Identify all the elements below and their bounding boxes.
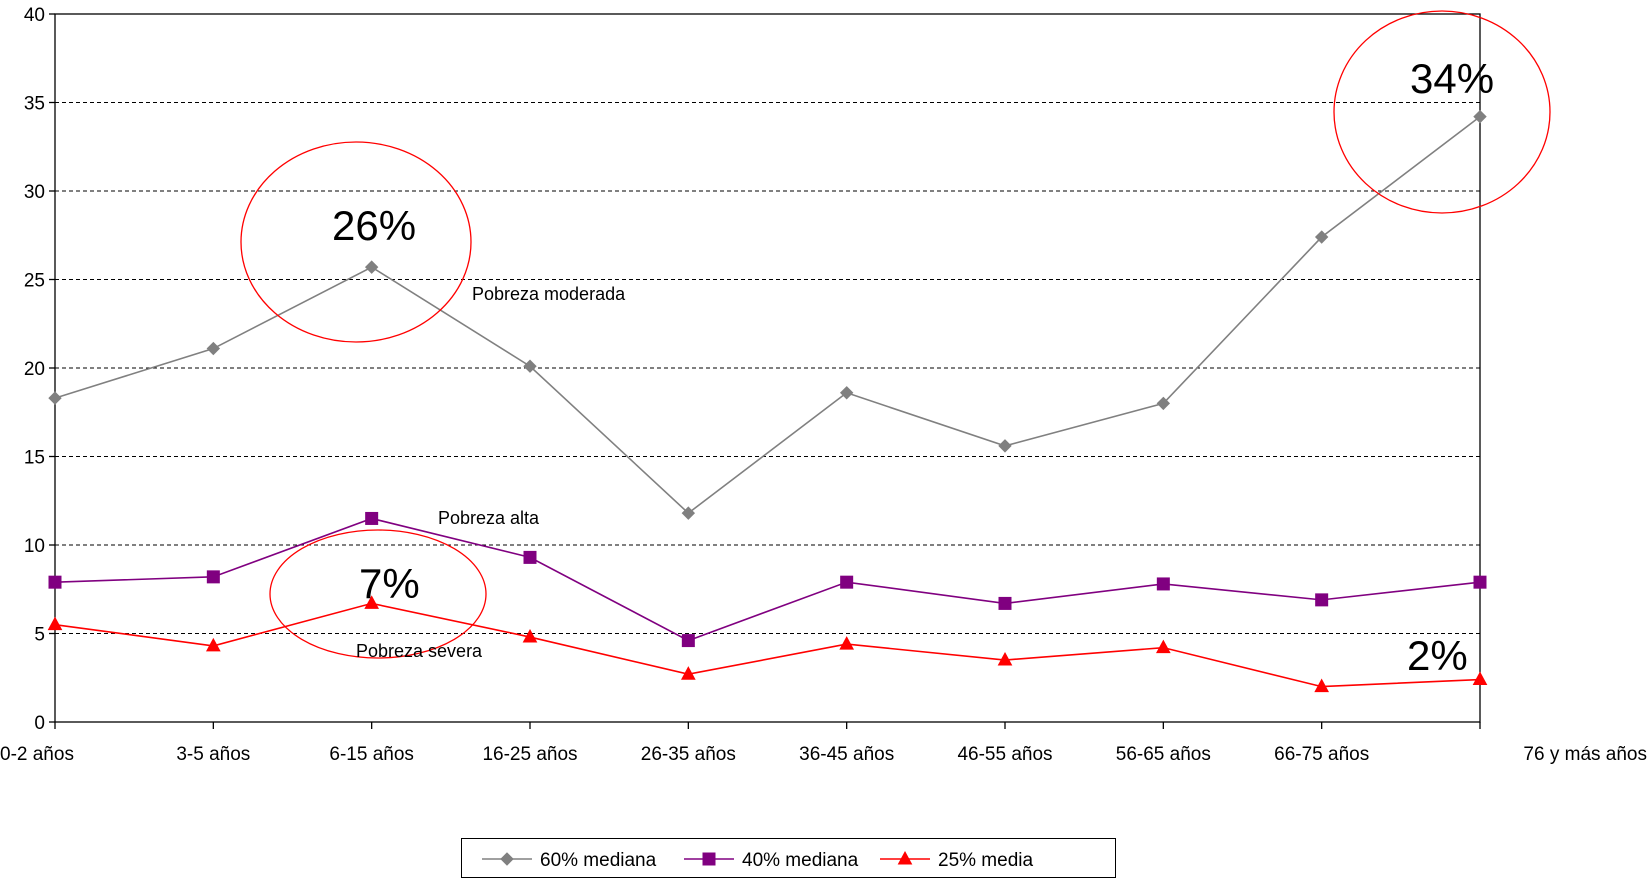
annotations: Pobreza moderada Pobreza alta Pobreza seve… <box>240 10 1551 679</box>
data-point <box>205 637 221 652</box>
x-tick-label: 6-15 años <box>329 744 414 765</box>
data-point <box>48 575 62 589</box>
series-line <box>54 602 1481 688</box>
data-point <box>839 386 854 400</box>
x-tick-label: 46-55 años <box>957 744 1052 765</box>
data-point <box>1155 639 1171 654</box>
y-tick-label: 35 <box>24 94 45 115</box>
data-point <box>840 575 854 589</box>
x-tick-label: 16-25 años <box>482 744 577 765</box>
data-point <box>364 260 379 274</box>
data-point <box>523 359 537 373</box>
series-60-mediana <box>48 109 1487 520</box>
data-point <box>1314 230 1329 244</box>
highlight-ellipse-7 <box>269 529 487 659</box>
highlight-percent-label: 34% <box>1410 55 1494 102</box>
data-point <box>206 570 220 584</box>
data-point <box>839 636 855 650</box>
data-point <box>47 616 63 631</box>
x-tick-label: 36-45 años <box>799 744 894 765</box>
series-group <box>47 109 1488 693</box>
highlight-percent-label: 2% <box>1407 632 1468 679</box>
data-point <box>681 634 695 648</box>
data-point <box>681 506 696 520</box>
data-point <box>998 596 1012 610</box>
series-annotation-label: Pobreza alta <box>438 508 540 528</box>
gridlines <box>55 102 1480 634</box>
data-point <box>998 439 1012 453</box>
series-25-media <box>47 595 1488 693</box>
y-tick-label: 40 <box>24 5 45 26</box>
data-point <box>1315 593 1329 607</box>
y-tick-label: 30 <box>24 182 45 203</box>
highlight-percent-label: 26% <box>332 202 416 249</box>
data-point <box>1472 671 1488 686</box>
x-tick-label: 56-65 años <box>1116 744 1211 765</box>
y-tick-label: 25 <box>24 271 45 292</box>
x-tick-label: 3-5 años <box>176 744 250 765</box>
data-point <box>206 341 221 356</box>
y-tick-label: 5 <box>34 625 45 646</box>
series-annotation-label: Pobreza severa <box>356 641 483 661</box>
data-point <box>364 595 380 609</box>
data-point <box>1473 575 1487 589</box>
legend-label: 60% mediana <box>540 850 657 871</box>
y-tick-label: 15 <box>24 448 45 469</box>
data-point <box>48 391 62 405</box>
data-point <box>1156 396 1171 411</box>
data-point <box>680 666 696 680</box>
legend-label: 25% media <box>938 850 1033 871</box>
data-point <box>1473 109 1487 124</box>
data-point <box>1314 678 1330 693</box>
data-point <box>365 511 379 525</box>
legend-marker <box>897 850 913 865</box>
legend-marker <box>500 852 514 866</box>
series-annotation-label: Pobreza moderada <box>472 284 626 304</box>
series-40-mediana <box>48 511 1487 648</box>
legend-marker <box>702 852 716 866</box>
y-tick-labels: 0 5 10 15 20 25 30 35 40 <box>24 5 45 734</box>
x-tick-label: 26-35 años <box>641 744 736 765</box>
x-tick-label: 66-75 años <box>1274 744 1369 765</box>
highlight-ellipse-26 <box>240 141 472 343</box>
highlight-percent-label: 7% <box>359 560 420 607</box>
y-tick-label: 20 <box>24 359 45 380</box>
series-line <box>54 517 1481 642</box>
x-tick-label: 0-2 años <box>0 744 74 765</box>
data-point <box>522 628 538 643</box>
axes <box>49 13 1481 729</box>
data-point <box>523 550 537 564</box>
data-point <box>997 652 1013 666</box>
x-tick-labels: 0-2 años 3-5 años 6-15 años 16-25 años 26-35… <box>0 744 1647 765</box>
series-line <box>54 116 1481 515</box>
y-tick-label: 0 <box>34 713 45 734</box>
data-point <box>1156 577 1170 591</box>
legend-item-60-mediana: 60% mediana <box>482 850 657 871</box>
legend-item-25-media: 25% media <box>880 850 1033 871</box>
y-tick-label: 10 <box>24 536 45 557</box>
highlight-ellipse-34 <box>1333 10 1551 214</box>
legend: 60% mediana 40% mediana 25% media <box>461 838 1116 878</box>
legend-label: 40% mediana <box>742 850 859 871</box>
x-tick-label: 76 y más años <box>1523 744 1647 765</box>
legend-item-40-mediana: 40% mediana <box>684 850 859 871</box>
